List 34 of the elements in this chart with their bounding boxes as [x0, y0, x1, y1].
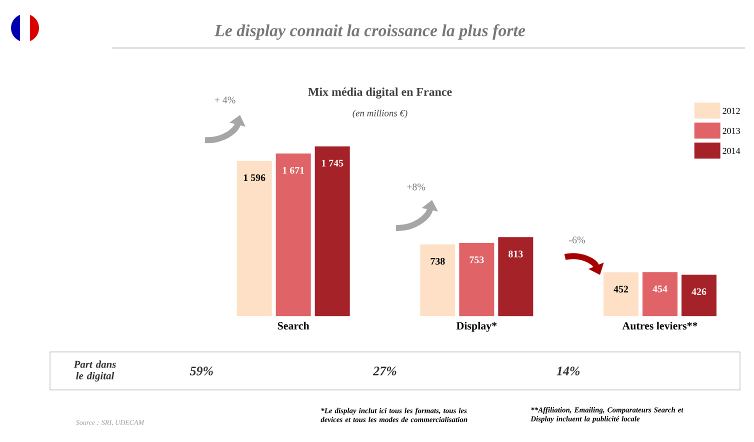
annotation: +8% — [407, 184, 426, 190]
data-label: 426 — [692, 288, 706, 296]
x-tick-label: Display* — [456, 322, 497, 332]
legend-label: 2013 — [722, 128, 740, 134]
data-label: 1 671 — [282, 167, 304, 174]
chart-subtitle: Mix média digital en France — [308, 88, 452, 98]
bar — [682, 274, 717, 316]
bar — [236, 160, 272, 316]
data-label: 452 — [614, 286, 628, 292]
data-label: 454 — [652, 286, 668, 292]
text: (en millions €) — [352, 110, 408, 118]
data-label: 1 745 — [322, 160, 344, 166]
bar — [276, 154, 311, 316]
x-tick-label: Search — [278, 322, 310, 330]
data-label: 1 596 — [244, 174, 266, 182]
bar — [314, 146, 350, 316]
text: 59% — [190, 366, 213, 376]
annotation: -6% — [569, 236, 585, 244]
text: 27% — [372, 366, 396, 376]
bar — [459, 242, 494, 316]
legend-label: 2012 — [722, 108, 740, 114]
text: Part dans le digital — [74, 360, 116, 382]
x-tick-label: Autres leviers** — [622, 322, 698, 330]
bar — [642, 272, 678, 316]
bar — [604, 272, 639, 316]
data-label: 753 — [470, 256, 484, 264]
bar — [420, 244, 456, 316]
legend-label: 2014 — [722, 148, 740, 154]
text: + 4% — [214, 96, 236, 104]
data-label: 738 — [430, 258, 445, 265]
bar — [498, 237, 534, 316]
data-label: 813 — [508, 250, 523, 258]
text: 14% — [556, 366, 580, 376]
chart-title: Le display connait la croissance la plus forte — [214, 24, 526, 40]
